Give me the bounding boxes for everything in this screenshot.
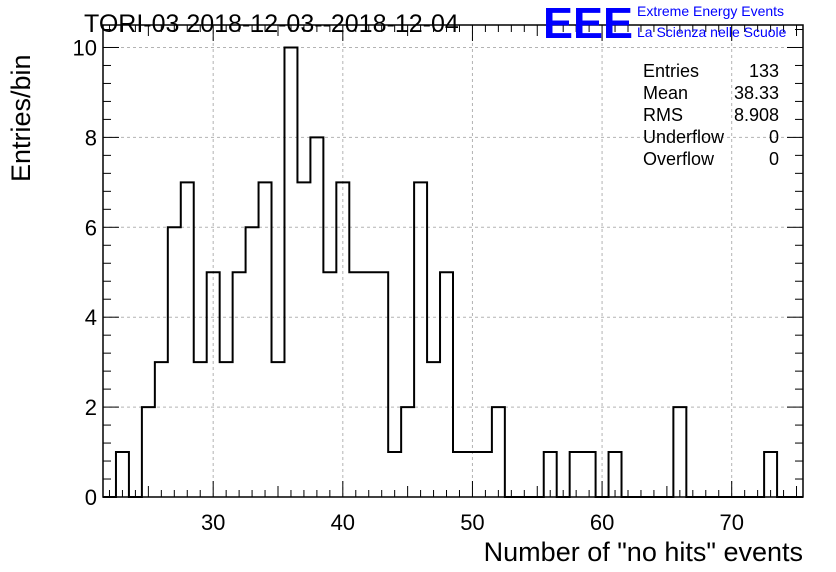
histogram-bar xyxy=(181,182,194,497)
stats-row-entries: Entries 133 xyxy=(643,60,779,82)
histogram-bar xyxy=(194,362,207,497)
histogram-bar xyxy=(233,272,246,497)
histogram-bar xyxy=(673,407,686,497)
histogram-bar xyxy=(336,182,349,497)
histogram-bar xyxy=(440,272,453,497)
stats-label: Mean xyxy=(643,83,689,103)
y-tick-label: 0 xyxy=(85,485,97,510)
stats-value: 38.33 xyxy=(733,83,779,103)
histogram-bar xyxy=(168,227,181,497)
eee-logo: EEE xyxy=(543,2,633,42)
histogram-bar xyxy=(142,407,155,497)
stats-row-mean: Mean 38.33 xyxy=(643,82,779,104)
stats-label: Entries xyxy=(643,61,700,81)
histogram-bar xyxy=(220,362,233,497)
stats-label: Underflow xyxy=(643,127,725,147)
histogram-bar xyxy=(284,47,297,497)
histogram-bar xyxy=(401,407,414,497)
x-tick-label: 60 xyxy=(590,510,614,535)
histogram-bar xyxy=(349,272,362,497)
axes xyxy=(102,24,804,498)
stats-label: RMS xyxy=(643,105,683,125)
histogram-bar xyxy=(297,182,310,497)
histogram-bar xyxy=(272,362,285,497)
histogram-bar xyxy=(246,227,259,497)
histogram-bar xyxy=(259,182,272,497)
eee-logo-text: EEE xyxy=(543,2,633,42)
y-tick-label: 2 xyxy=(85,395,97,420)
histogram-bar xyxy=(310,137,323,497)
y-axis-label: Entries/bin xyxy=(6,54,36,182)
y-tick-label: 8 xyxy=(85,125,97,150)
stats-row-underflow: Underflow 0 xyxy=(643,126,779,148)
histogram-bar xyxy=(427,362,440,497)
x-tick-label: 70 xyxy=(719,510,743,535)
stats-value: 0 xyxy=(768,127,779,147)
x-axis-label: Number of "no hits" events xyxy=(483,537,803,567)
stats-box: Entries 133 Mean 38.33 RMS 8.908 Underfl… xyxy=(643,60,779,170)
histogram-bar xyxy=(362,272,375,497)
x-tick-label: 50 xyxy=(460,510,484,535)
x-tick-label: 30 xyxy=(201,510,225,535)
logo-caption-line1: Extreme Energy Events xyxy=(637,3,785,19)
x-tick-label: 40 xyxy=(331,510,355,535)
stats-row-overflow: Overflow 0 xyxy=(643,148,779,170)
stats-value: 8.908 xyxy=(733,105,779,125)
histogram-bar xyxy=(155,362,168,497)
chart-title: TORI-03 2018-12-03--2018-12-04 xyxy=(84,10,459,38)
y-tick-label: 4 xyxy=(85,305,97,330)
stats-value: 133 xyxy=(748,61,779,81)
plot-frame xyxy=(102,24,804,498)
histogram-bar xyxy=(207,272,220,497)
stats-label: Overflow xyxy=(643,149,715,169)
tick-labels: 30 40 50 60 70 0 2 4 6 8 10 xyxy=(73,35,744,535)
stats-row-rms: RMS 8.908 xyxy=(643,104,779,126)
histogram-bar xyxy=(323,272,336,497)
logo-caption-line2: La Scienza nelle Scuole xyxy=(637,24,787,40)
y-tick-label: 6 xyxy=(85,215,97,240)
histogram-bar xyxy=(375,272,388,497)
stats-value: 0 xyxy=(768,149,779,169)
histogram-bar xyxy=(414,182,427,497)
histogram-bar xyxy=(492,407,505,497)
y-tick-label: 10 xyxy=(73,35,97,60)
